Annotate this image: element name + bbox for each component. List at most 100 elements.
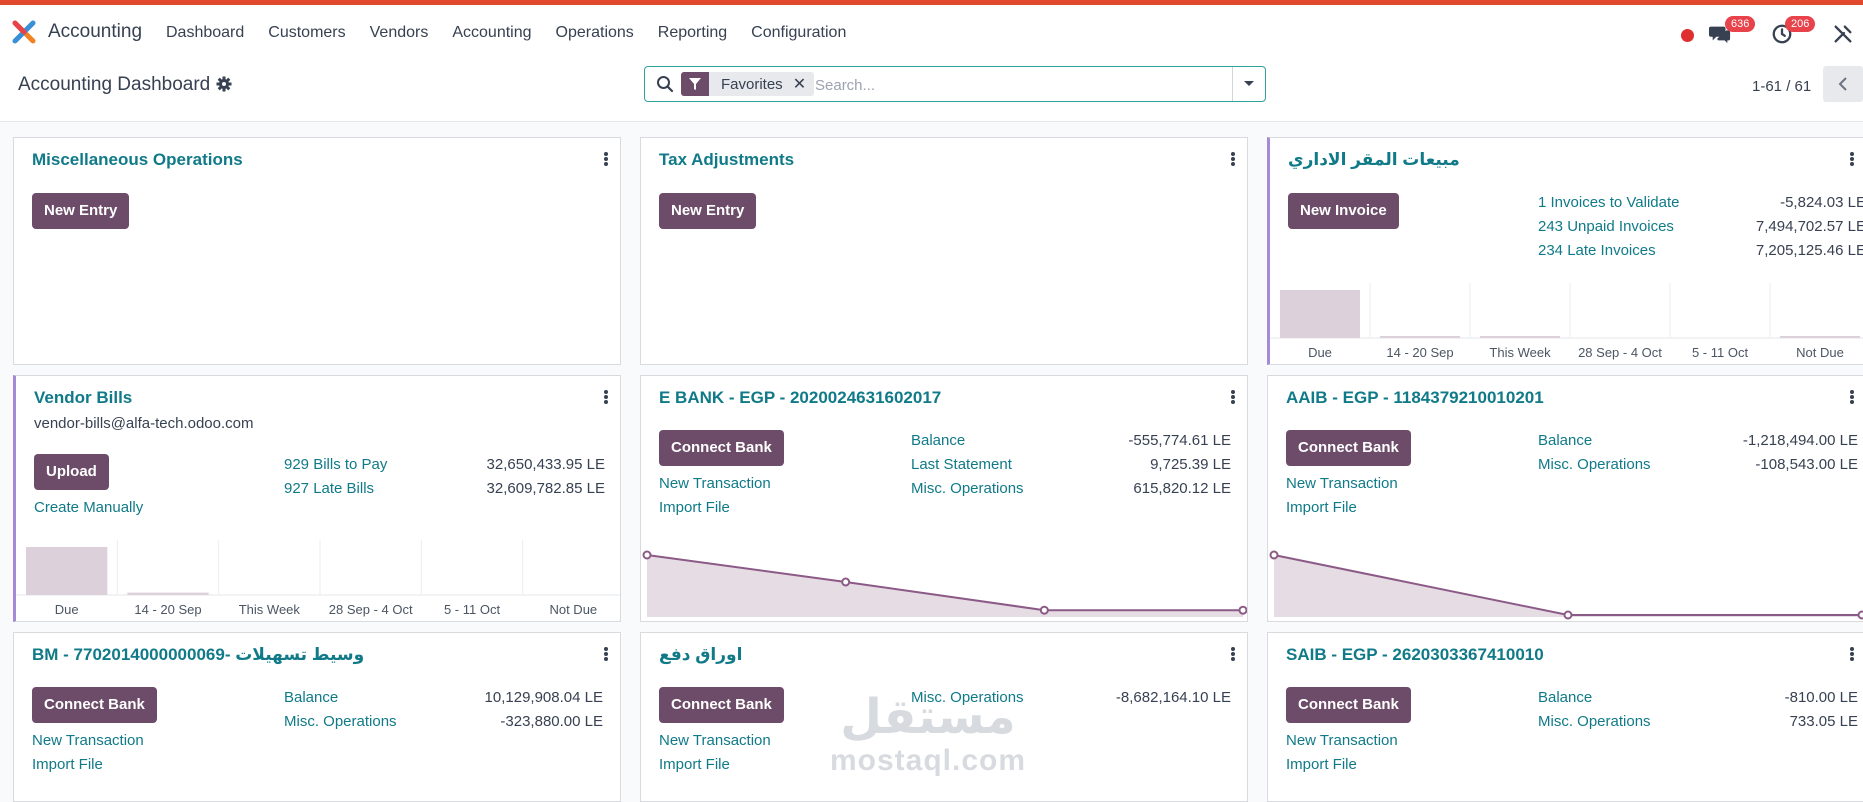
journal-card-bm: BM - 7702014000000069- وسيط تسهيلات Conn… <box>13 632 621 802</box>
journal-title[interactable]: Miscellaneous Operations <box>32 150 243 170</box>
search-box[interactable]: Favorites ✕ <box>644 66 1266 102</box>
journal-title[interactable]: BM - 7702014000000069- وسيط تسهيلات <box>32 645 364 665</box>
stat-label-balance[interactable]: Balance <box>911 432 965 449</box>
menu-operations[interactable]: Operations <box>556 24 634 42</box>
accounting-app-icon[interactable] <box>12 20 36 44</box>
chart-point[interactable] <box>1271 552 1278 559</box>
main-navbar: Accounting Dashboard Customers Vendors A… <box>0 5 1863 58</box>
new-transaction-link[interactable]: New Transaction <box>1286 475 1398 492</box>
kebab-menu-icon[interactable] <box>598 150 614 168</box>
connect-bank-button[interactable]: Connect Bank <box>32 687 157 723</box>
new-entry-button[interactable]: New Entry <box>659 193 756 229</box>
journal-title[interactable]: SAIB - EGP - 2620303367410010 <box>1286 645 1544 665</box>
aaib-balance-chart[interactable] <box>1268 541 1863 621</box>
import-file-link[interactable]: Import File <box>32 756 103 773</box>
stat-label-balance[interactable]: Balance <box>1538 689 1592 706</box>
main-menu: Dashboard Customers Vendors Accounting O… <box>166 24 870 42</box>
kebab-menu-icon[interactable] <box>1844 150 1860 168</box>
stat-label-to-validate[interactable]: 1 Invoices to Validate <box>1538 194 1679 211</box>
kebab-menu-icon[interactable] <box>1225 645 1241 663</box>
stat-label-late[interactable]: 234 Late Invoices <box>1538 242 1656 259</box>
pager-previous-button[interactable] <box>1823 66 1863 102</box>
chart-bar[interactable] <box>1380 336 1460 338</box>
stat-value-misc-operations: -8,682,164.10 LE <box>1041 689 1231 706</box>
stat-value-misc-operations: 733.05 LE <box>1668 713 1858 730</box>
facet-label: Favorites <box>709 76 793 93</box>
menu-dashboard[interactable]: Dashboard <box>166 24 244 42</box>
kebab-menu-icon[interactable] <box>598 645 614 663</box>
import-file-link[interactable]: Import File <box>659 756 730 773</box>
chart-point[interactable] <box>644 552 651 559</box>
journal-title[interactable]: Tax Adjustments <box>659 150 794 170</box>
stat-label-last-statement[interactable]: Last Statement <box>911 456 1012 473</box>
menu-accounting[interactable]: Accounting <box>452 24 531 42</box>
menu-customers[interactable]: Customers <box>268 24 345 42</box>
connect-bank-button[interactable]: Connect Bank <box>1286 430 1411 466</box>
stat-label-misc-operations[interactable]: Misc. Operations <box>1538 713 1651 730</box>
create-manually-link[interactable]: Create Manually <box>34 499 143 516</box>
journal-title[interactable]: Vendor Bills <box>34 388 132 408</box>
menu-vendors[interactable]: Vendors <box>370 24 429 42</box>
stat-label-unpaid[interactable]: 243 Unpaid Invoices <box>1538 218 1674 235</box>
activities-badge: 206 <box>1785 16 1815 32</box>
chart-point[interactable] <box>1041 607 1048 614</box>
import-file-link[interactable]: Import File <box>1286 499 1357 516</box>
chart-bar[interactable] <box>1780 336 1860 338</box>
stat-label-balance[interactable]: Balance <box>1538 432 1592 449</box>
facet-remove-icon[interactable]: ✕ <box>793 74 814 94</box>
new-transaction-link[interactable]: New Transaction <box>659 732 771 749</box>
new-invoice-button[interactable]: New Invoice <box>1288 193 1399 229</box>
new-entry-button[interactable]: New Entry <box>32 193 129 229</box>
menu-configuration[interactable]: Configuration <box>751 24 846 42</box>
gear-icon[interactable] <box>216 76 232 92</box>
new-transaction-link[interactable]: New Transaction <box>659 475 771 492</box>
search-options-toggle[interactable] <box>1232 67 1265 101</box>
stat-label-late-bills[interactable]: 927 Late Bills <box>284 480 374 497</box>
pager-value[interactable]: 1-61 / 61 <box>1752 78 1811 95</box>
chart-point[interactable] <box>1240 607 1247 614</box>
search-input[interactable] <box>815 73 1205 97</box>
upload-button[interactable]: Upload <box>34 454 109 490</box>
stat-label-bills-to-pay[interactable]: 929 Bills to Pay <box>284 456 387 473</box>
stat-label-misc-operations[interactable]: Misc. Operations <box>1538 456 1651 473</box>
journal-email: vendor-bills@alfa-tech.odoo.com <box>34 415 254 432</box>
chart-bar[interactable] <box>1480 336 1560 338</box>
chart-tick-label: 5 - 11 Oct <box>444 602 501 617</box>
stat-label-misc-operations[interactable]: Misc. Operations <box>911 480 1024 497</box>
stat-label-misc-operations[interactable]: Misc. Operations <box>284 713 397 730</box>
stat-value-last-statement: 9,725.39 LE <box>1041 456 1231 473</box>
kebab-menu-icon[interactable] <box>1225 150 1241 168</box>
ebank-balance-chart[interactable] <box>641 541 1248 621</box>
journal-card-vendor-bills: Vendor Bills vendor-bills@alfa-tech.odoo… <box>13 375 621 622</box>
connect-bank-button[interactable]: Connect Bank <box>659 687 784 723</box>
kebab-menu-icon[interactable] <box>1844 645 1860 663</box>
stat-label-balance[interactable]: Balance <box>284 689 338 706</box>
debug-tools-icon[interactable] <box>1832 23 1854 45</box>
chart-point[interactable] <box>1859 612 1863 619</box>
chart-bar[interactable] <box>127 593 208 595</box>
connect-bank-button[interactable]: Connect Bank <box>1286 687 1411 723</box>
chart-bar[interactable] <box>26 547 107 595</box>
kebab-menu-icon[interactable] <box>1225 388 1241 406</box>
chart-bar[interactable] <box>1280 290 1360 338</box>
journal-title[interactable]: مبيعات المقر الاداري <box>1288 150 1460 170</box>
import-file-link[interactable]: Import File <box>659 499 730 516</box>
chart-point[interactable] <box>1565 612 1572 619</box>
status-dot[interactable] <box>1681 29 1694 42</box>
journal-title[interactable]: اوراق دفع <box>659 645 742 665</box>
connect-bank-button[interactable]: Connect Bank <box>659 430 784 466</box>
import-file-link[interactable]: Import File <box>1286 756 1357 773</box>
kebab-menu-icon[interactable] <box>1844 388 1860 406</box>
search-facet: Favorites ✕ <box>681 72 814 96</box>
journal-title[interactable]: AAIB - EGP - 1184379210010201 <box>1286 388 1544 408</box>
app-name[interactable]: Accounting <box>48 21 142 43</box>
new-transaction-link[interactable]: New Transaction <box>1286 732 1398 749</box>
kebab-menu-icon[interactable] <box>598 388 614 406</box>
journal-title[interactable]: E BANK - EGP - 2020024631602017 <box>659 388 941 408</box>
watermark-arabic: مستقل <box>818 690 1038 744</box>
menu-reporting[interactable]: Reporting <box>658 24 727 42</box>
new-transaction-link[interactable]: New Transaction <box>32 732 144 749</box>
chart-point[interactable] <box>842 579 849 586</box>
